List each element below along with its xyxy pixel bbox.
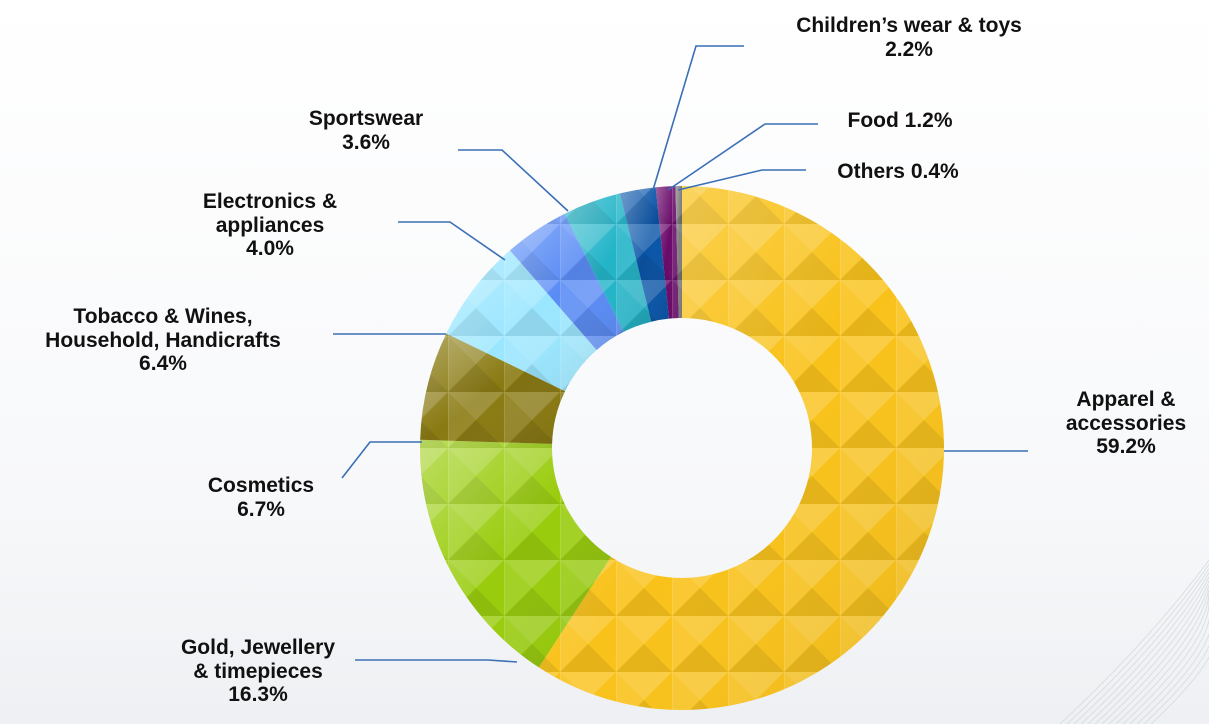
slice-others: [675, 186, 682, 319]
data-label-food: Food 1.2%: [847, 109, 952, 133]
background-curve-line: [1087, 576, 1209, 724]
slice-category-label: Household, Handicrafts: [45, 328, 281, 352]
slice-category-label: Apparel &: [1076, 388, 1176, 411]
background-curve-line: [1136, 606, 1209, 724]
slice-children-s-wear-toys: [620, 187, 669, 322]
slice-category-label: Sportswear: [308, 107, 424, 130]
data-label-cosmetics: Cosmetics 6.7%: [208, 474, 314, 521]
slice-value-label: 4.0%: [246, 237, 294, 261]
data-label-others: Others 0.4%: [837, 160, 958, 184]
data-label-electronics-appliances: Electronics & appliances 4.0%: [203, 190, 337, 261]
slice-gold-jewellery-timepieces: [420, 439, 611, 668]
slice-electronics-appliances: [509, 213, 624, 350]
slice-category-label: Gold, Jewellery: [180, 636, 336, 659]
data-label-sportswear: Sportswear 3.6%: [309, 107, 423, 154]
slice-category-label: appliances: [215, 213, 325, 237]
leader-line-others: [677, 169, 806, 191]
background-curve-line: [1094, 580, 1209, 724]
slice-cosmetics: [420, 333, 566, 444]
slice-food: [655, 186, 679, 319]
background-curve-line: [1108, 589, 1209, 724]
slice-sportswear: [564, 193, 652, 332]
data-label-gold-jewellery-timepieces: Gold, Jewellery & timepieces 16.3%: [181, 636, 335, 707]
slice-category-label: accessories: [1065, 411, 1187, 435]
slice-category-label: & timepieces: [193, 659, 323, 683]
slice-value-label: 59.2%: [1096, 435, 1156, 459]
slice-value-label: Food 1.2%: [847, 109, 953, 132]
leader-line-gold-jewellery-timepieces: [355, 659, 518, 663]
background-curve-line: [1115, 593, 1209, 724]
leader-line-electronics-appliances: [398, 221, 506, 261]
slice-value-label: 2.2%: [885, 37, 933, 61]
data-label-children-s-wear-toys: Children’s wear & toys 2.2%: [796, 14, 1022, 61]
leader-line-sportswear: [458, 149, 569, 212]
background-curve-line: [1059, 559, 1209, 724]
background-curve-line: [1066, 563, 1209, 724]
slice-value-label: 6.7%: [237, 497, 285, 521]
background-curve-line: [1080, 572, 1209, 724]
slice-value-label: 16.3%: [228, 683, 288, 707]
background-curve-line: [1143, 610, 1209, 724]
slice-category-label: Tobacco & Wines,: [73, 305, 253, 328]
slice-value-label: 3.6%: [342, 130, 390, 154]
data-label-tobacco-wines-household-handicrafts: Tobacco & Wines, Household, Handicrafts 6.…: [45, 305, 281, 376]
slice-category-label: Children’s wear & toys: [796, 14, 1022, 37]
leader-line-children-s-wear-toys: [652, 45, 744, 191]
slice-tobacco-wines-household-handicrafts: [446, 250, 597, 392]
leader-line-cosmetics: [341, 441, 422, 479]
slice-value-label: Others 0.4%: [837, 160, 959, 183]
background-curve-line: [1101, 585, 1209, 724]
background-curve-line: [1150, 614, 1209, 724]
background-curve-line: [1129, 602, 1209, 724]
background-curve-line: [1073, 568, 1209, 724]
leader-line-food: [667, 123, 818, 191]
background-curve-decoration: [1059, 559, 1209, 724]
slice-category-label: Cosmetics: [207, 474, 315, 497]
slice-category-label: Electronics &: [202, 190, 338, 213]
slice-apparel-accessories: [538, 186, 945, 710]
slice-value-label: 6.4%: [139, 352, 187, 376]
data-label-apparel-accessories: Apparel & accessories 59.2%: [1066, 388, 1186, 459]
